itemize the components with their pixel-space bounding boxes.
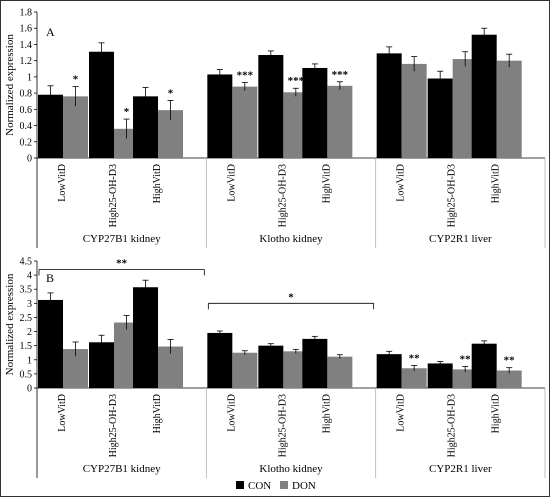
category-label: HighVitD [491,394,502,433]
y-tick-label: 4 [27,271,32,282]
group-label: CYP27B1 kidney [83,463,161,475]
group-label: CYP27B1 kidney [83,233,161,245]
y-tick-label: 1 [27,72,32,83]
category-label: High25-OH-D3 [108,394,119,457]
significance-marker: ** [409,352,421,364]
y-tick-label: 1.4 [20,40,33,51]
group-label: Klotho kidney [259,463,323,475]
category-label: LowVitD [396,164,407,202]
bar-con [376,53,402,158]
bar-con [133,287,159,388]
category-label: High25-OH-D3 [447,164,458,227]
y-tick-label: 1.6 [20,24,33,35]
y-tick-label: 0 [27,384,32,395]
significance-marker: *** [237,70,254,82]
category-label: HighVitD [152,394,163,433]
legend-label-con: CON [248,480,271,492]
bar-con [471,34,497,158]
category-label: HighVitD [321,394,332,433]
legend: CON DON [236,480,316,492]
category-label: LowVitD [226,394,237,432]
bar-con [471,343,497,388]
bar-con [38,94,63,158]
y-tick-label: 3.5 [20,285,33,296]
category-label: LowVitD [57,394,68,432]
bar-don [63,96,88,158]
legend-label-don: DON [292,480,316,492]
bar-don [401,368,427,388]
significance-marker: ** [460,354,472,366]
significance-marker: *** [288,75,305,87]
bar-con [258,345,284,388]
bar-con [207,332,233,388]
y-tick-label: 0.2 [20,137,33,148]
category-label: HighVitD [491,164,502,203]
y-tick-label: 1.5 [20,341,33,352]
category-label: LowVitD [396,394,407,432]
bar-don [452,369,478,388]
bar-don [496,60,522,158]
panel-letter: B [46,271,54,285]
y-tick-label: 0.4 [20,121,33,132]
bar-don [232,86,258,158]
bar-con [133,96,159,158]
significance-marker: *** [332,69,349,81]
y-tick-label: 1 [27,355,32,366]
y-tick-label: 0.8 [20,89,33,100]
bar-don [327,356,353,388]
significance-marker: * [124,106,130,118]
y-tick-label: 2 [27,327,32,338]
significance-marker: * [73,74,79,86]
bracket-label: * [288,291,294,303]
category-label: High25-OH-D3 [277,164,288,227]
significance-marker: * [168,87,174,99]
bar-don [496,370,522,388]
bar-con [258,54,284,158]
y-tick-label: 1.8 [20,8,33,19]
bar-con [302,67,328,158]
bar-con [38,299,63,388]
y-axis-label: Normalized expression [4,273,16,375]
group-label: CYP2R1 liver [429,463,492,475]
category-label: HighVitD [152,164,163,203]
bar-don [401,63,427,158]
category-label: LowVitD [57,164,68,202]
y-tick-label: 2.5 [20,313,33,324]
legend-swatch-don [280,481,288,489]
category-label: HighVitD [321,164,332,203]
y-tick-label: 0.6 [20,105,33,116]
bar-con [427,363,453,388]
y-tick-label: 0 [27,154,32,165]
bar-con [207,74,233,158]
bar-con [427,78,453,158]
bar-don [232,352,258,388]
panel-letter: A [46,25,55,39]
y-axis-label: Normalized expression [4,34,16,136]
bracket-label: ** [116,257,128,269]
bar-con [376,354,402,388]
category-label: High25-OH-D3 [277,394,288,457]
significance-marker: ** [504,355,516,367]
legend-swatch-con [236,481,244,489]
y-tick-label: 3 [27,299,32,310]
bar-con [89,51,115,158]
group-label: Klotho kidney [259,233,323,245]
bar-con [89,342,115,388]
category-label: High25-OH-D3 [447,394,458,457]
bar-don [327,85,353,158]
bar-con [302,338,328,388]
y-tick-label: 0.5 [20,369,33,380]
y-tick-label: 1.2 [20,56,33,67]
group-label: CYP2R1 liver [429,233,492,245]
category-label: LowVitD [226,164,237,202]
category-label: High25-OH-D3 [108,164,119,227]
y-tick-label: 4.5 [20,257,33,268]
